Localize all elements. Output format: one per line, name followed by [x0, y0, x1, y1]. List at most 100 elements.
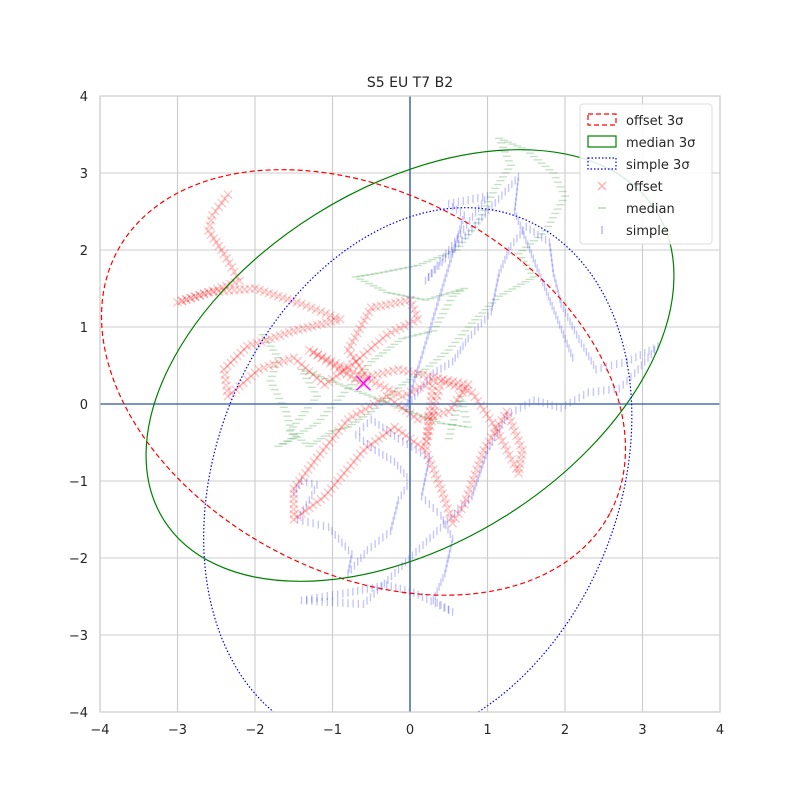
offset-point [360, 404, 370, 414]
offset-point [325, 358, 335, 368]
offset-point [415, 383, 425, 392]
offset-point [269, 290, 279, 300]
offset-point [221, 281, 231, 291]
offset-point [342, 369, 352, 379]
offset-point [451, 514, 461, 524]
x-tick-label: 2 [561, 723, 569, 738]
offset-point [293, 356, 303, 366]
offset-point [433, 409, 443, 419]
mean-marker [356, 375, 371, 391]
offset-point [351, 357, 361, 367]
offset-point [222, 386, 232, 396]
offset-point [399, 321, 409, 331]
offset-point [279, 329, 289, 339]
offset-point [500, 441, 510, 451]
offset-point [329, 361, 339, 371]
offset-point [364, 307, 374, 317]
offset-point [422, 450, 432, 460]
offset-point [514, 436, 523, 446]
legend-item: simple [601, 224, 669, 239]
offset-point [421, 441, 430, 451]
offset-point [227, 262, 237, 272]
offset-point [195, 290, 205, 300]
offset-point [481, 441, 491, 451]
offset-point [209, 233, 219, 243]
offset-point [289, 484, 299, 494]
offset-point [343, 345, 353, 355]
offset-point [177, 296, 187, 306]
offset-point [413, 314, 423, 324]
offset-point [199, 289, 209, 299]
offset-point [463, 489, 473, 499]
y-tick-label: −4 [69, 706, 88, 721]
offset-point [340, 418, 350, 428]
offset-point [346, 461, 356, 471]
offset-point [411, 385, 421, 395]
offset-point [292, 297, 302, 307]
offset-point [514, 464, 524, 474]
offset-point [509, 459, 519, 469]
offset-point [352, 409, 362, 419]
legend-label: offset 3σ [626, 114, 683, 129]
offset-point [454, 383, 464, 392]
offset-point [386, 394, 396, 404]
offset-point [393, 364, 403, 374]
offset-point [321, 318, 331, 328]
offset-point [323, 488, 333, 498]
offset-point [246, 371, 256, 381]
offset-point [458, 384, 468, 394]
offset-point [484, 437, 494, 447]
offset-point [470, 470, 480, 480]
offset-point [463, 386, 473, 396]
offset-point [214, 286, 224, 296]
offset-point [337, 422, 347, 432]
offset-point [289, 326, 299, 336]
offset-point [458, 387, 468, 397]
offset-point [508, 421, 518, 431]
offset-point [426, 416, 436, 426]
offset-point [324, 377, 334, 387]
offset-point [490, 422, 500, 432]
offset-point [439, 408, 449, 418]
offset-point [428, 376, 438, 386]
offset-point [289, 499, 299, 509]
offset-point [256, 337, 266, 347]
offset-point [470, 392, 480, 402]
offset-point [422, 431, 432, 441]
offset-point [429, 406, 439, 416]
offset-point [397, 428, 407, 438]
offset-point [293, 512, 303, 522]
offset-point [423, 421, 433, 431]
offset-point [460, 384, 470, 394]
offset-point [300, 468, 310, 478]
offset-point [219, 364, 229, 374]
offset-point [421, 436, 431, 446]
offset-point [495, 431, 505, 441]
offset-point [324, 438, 334, 447]
offset-point [284, 354, 294, 364]
offset-point [440, 378, 450, 388]
offset-point [428, 381, 438, 391]
offset-point [428, 372, 438, 382]
offset-point [338, 366, 348, 376]
offset-point [328, 374, 337, 384]
offset-point [312, 453, 322, 463]
offset-point [425, 406, 435, 416]
offset-point [355, 449, 365, 459]
offset-point [259, 287, 269, 297]
offset-point [456, 504, 466, 514]
offset-point [293, 325, 303, 335]
offset-point [315, 449, 325, 459]
offset-point [406, 387, 416, 397]
offset-point [349, 353, 359, 363]
offset-point [205, 221, 215, 231]
x-tick-label: 1 [483, 723, 491, 738]
y-tick-label: −2 [69, 552, 88, 567]
offset-point [211, 237, 221, 247]
offset-point [335, 361, 345, 370]
offset-point [226, 358, 236, 368]
offset-point [487, 418, 497, 428]
offset-point [326, 310, 336, 320]
offset-point [309, 347, 319, 357]
